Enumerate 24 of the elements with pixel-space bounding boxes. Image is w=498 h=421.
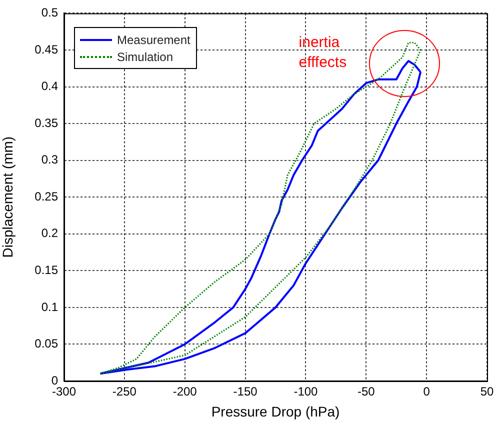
x-axis-title: Pressure Drop (hPa) [211, 403, 340, 420]
x-tick-label: -100 [294, 384, 318, 399]
y-tick-label: 0.5 [41, 6, 58, 20]
x-tick-label: 50 [480, 384, 494, 399]
y-tick-label: 0.35 [34, 116, 58, 130]
y-tick-label: 0.05 [34, 336, 58, 351]
y-tick-label: 0.3 [41, 152, 58, 167]
x-tick-label: 0 [423, 384, 430, 399]
x-tick-label: -300 [52, 384, 76, 399]
x-tick-label: -150 [233, 384, 258, 399]
y-tick-label: 0 [51, 373, 58, 388]
y-tick-label: 0.1 [41, 300, 58, 314]
x-tick-label: -50 [357, 384, 376, 399]
legend-label: Simulation [117, 50, 174, 64]
y-tick-label: 0.25 [34, 189, 58, 204]
y-tick-label: 0.45 [34, 42, 58, 56]
annotation: inertia efffects [298, 34, 347, 71]
y-tick-label: 0.4 [41, 79, 58, 94]
x-tick-label: -250 [112, 384, 137, 399]
legend-label: Measurement [117, 32, 190, 47]
y-tick-label: 0.2 [41, 226, 58, 240]
x-tick-label: -200 [172, 384, 198, 399]
y-axis-title: Displacement (mm) [0, 136, 16, 258]
y-tick-label: 0.15 [34, 262, 58, 277]
